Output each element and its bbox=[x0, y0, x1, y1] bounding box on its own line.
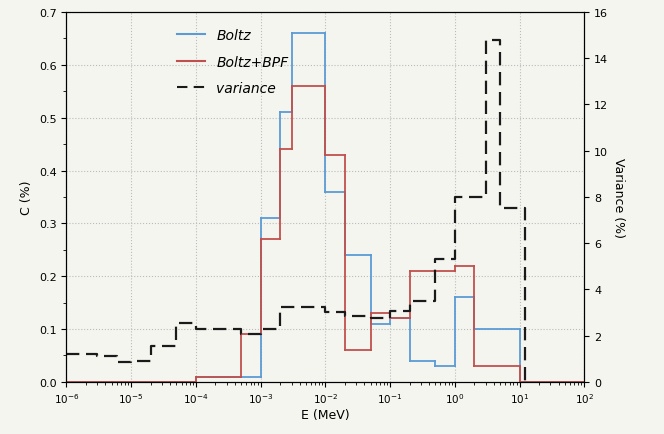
Legend: Boltz, Boltz+BPF, variance: Boltz, Boltz+BPF, variance bbox=[172, 23, 294, 102]
X-axis label: E (MeV): E (MeV) bbox=[301, 408, 350, 421]
Y-axis label: Variance (%): Variance (%) bbox=[612, 158, 625, 237]
Y-axis label: C (%): C (%) bbox=[21, 180, 33, 215]
